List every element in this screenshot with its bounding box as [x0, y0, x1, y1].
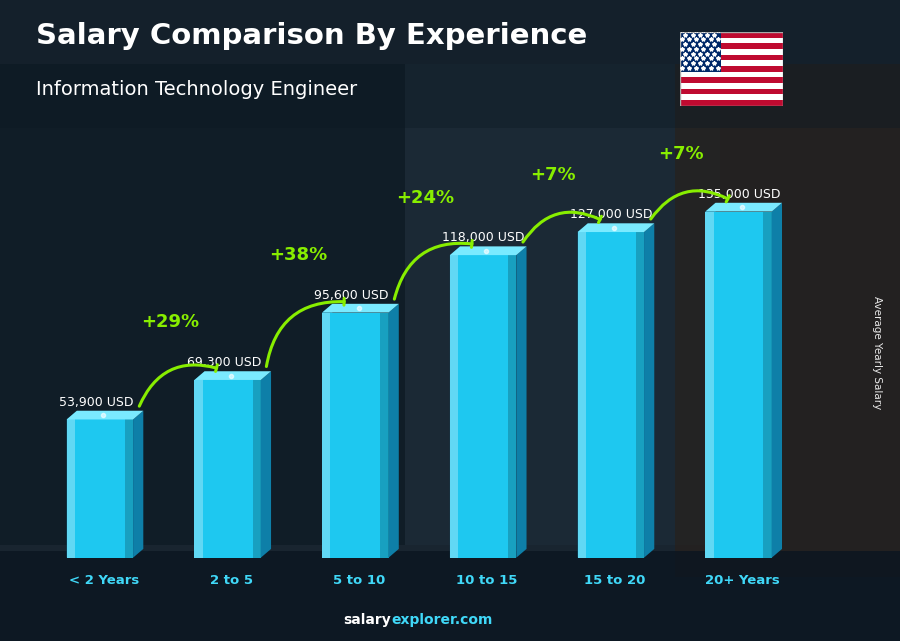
Bar — [680, 94, 783, 100]
Text: 15 to 20: 15 to 20 — [584, 574, 645, 587]
Bar — [680, 60, 783, 66]
Bar — [680, 83, 783, 88]
Polygon shape — [517, 246, 526, 558]
Text: 5 to 10: 5 to 10 — [333, 574, 385, 587]
Polygon shape — [508, 255, 517, 558]
Bar — [680, 32, 721, 72]
Polygon shape — [578, 223, 654, 232]
Polygon shape — [194, 380, 261, 558]
Bar — [680, 49, 783, 54]
Polygon shape — [322, 304, 332, 558]
Polygon shape — [772, 203, 782, 558]
Polygon shape — [450, 246, 526, 255]
Bar — [680, 32, 783, 38]
Polygon shape — [706, 203, 716, 558]
Polygon shape — [706, 203, 782, 212]
Polygon shape — [644, 223, 654, 558]
Bar — [680, 72, 783, 78]
Bar — [680, 78, 783, 83]
Text: 95,600 USD: 95,600 USD — [314, 289, 389, 302]
Text: salary: salary — [344, 613, 392, 627]
Bar — [680, 54, 783, 60]
Text: 10 to 15: 10 to 15 — [456, 574, 518, 587]
Text: Salary Comparison By Experience: Salary Comparison By Experience — [36, 22, 587, 51]
Polygon shape — [706, 212, 772, 558]
Polygon shape — [125, 419, 133, 558]
Bar — [675, 64, 900, 577]
Text: +38%: +38% — [269, 246, 327, 264]
Polygon shape — [578, 223, 588, 558]
Text: +24%: +24% — [397, 188, 454, 206]
Text: 127,000 USD: 127,000 USD — [570, 208, 652, 221]
Text: 118,000 USD: 118,000 USD — [442, 231, 525, 244]
Polygon shape — [133, 411, 143, 558]
Polygon shape — [67, 419, 75, 558]
Text: explorer.com: explorer.com — [392, 613, 493, 627]
Text: +7%: +7% — [658, 145, 704, 163]
Polygon shape — [261, 371, 271, 558]
Polygon shape — [578, 232, 586, 558]
Polygon shape — [322, 304, 399, 313]
Text: 135,000 USD: 135,000 USD — [698, 188, 780, 201]
Bar — [680, 66, 783, 72]
Polygon shape — [194, 371, 204, 558]
Polygon shape — [450, 246, 460, 558]
Polygon shape — [706, 212, 714, 558]
Bar — [680, 100, 783, 106]
Polygon shape — [450, 255, 458, 558]
Bar — [680, 38, 783, 44]
Polygon shape — [635, 232, 644, 558]
Polygon shape — [389, 304, 399, 558]
Text: 69,300 USD: 69,300 USD — [186, 356, 261, 369]
Text: 20+ Years: 20+ Years — [706, 574, 780, 587]
Polygon shape — [194, 371, 271, 380]
Polygon shape — [578, 232, 644, 558]
Text: Information Technology Engineer: Information Technology Engineer — [36, 80, 357, 99]
Text: < 2 Years: < 2 Years — [68, 574, 140, 587]
Polygon shape — [450, 255, 517, 558]
Polygon shape — [67, 411, 76, 558]
Text: Average Yearly Salary: Average Yearly Salary — [872, 296, 883, 409]
Polygon shape — [763, 212, 772, 558]
Polygon shape — [253, 380, 261, 558]
Text: +7%: +7% — [530, 165, 576, 183]
Text: +29%: +29% — [141, 313, 199, 331]
Bar — [0, 64, 405, 545]
Polygon shape — [67, 419, 133, 558]
Text: 53,900 USD: 53,900 USD — [59, 395, 133, 409]
Bar — [0, 551, 900, 641]
Polygon shape — [194, 380, 202, 558]
Bar — [405, 64, 720, 545]
Bar — [680, 44, 783, 49]
Bar — [0, 0, 900, 128]
Bar — [680, 88, 783, 94]
Polygon shape — [322, 313, 330, 558]
Polygon shape — [67, 411, 143, 419]
Text: 2 to 5: 2 to 5 — [211, 574, 253, 587]
Polygon shape — [322, 313, 389, 558]
Polygon shape — [381, 313, 389, 558]
